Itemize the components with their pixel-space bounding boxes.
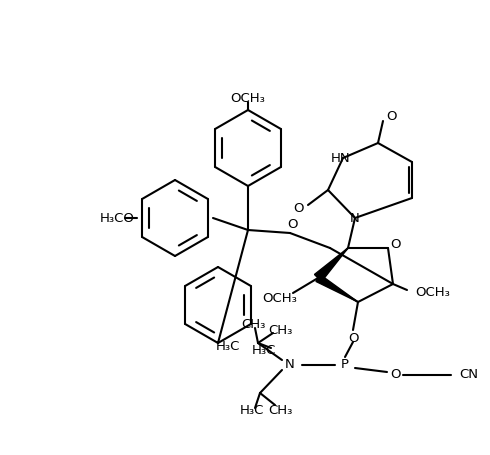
Text: HN: HN [331, 152, 351, 165]
Text: OCH₃: OCH₃ [263, 292, 297, 304]
Text: CH₃: CH₃ [268, 404, 292, 418]
Text: N: N [285, 359, 295, 371]
Text: O: O [390, 238, 400, 252]
Polygon shape [316, 274, 358, 302]
Text: H₃C: H₃C [252, 344, 276, 358]
Text: O: O [348, 332, 358, 344]
Text: O: O [390, 369, 400, 381]
Text: P: P [341, 359, 349, 371]
Text: CH₃: CH₃ [268, 324, 292, 338]
Text: H₃C: H₃C [216, 339, 240, 353]
Text: H₃CO: H₃CO [99, 212, 134, 224]
Text: OCH₃: OCH₃ [416, 285, 450, 298]
Text: O: O [386, 110, 396, 122]
Text: N: N [350, 212, 360, 224]
Text: OCH₃: OCH₃ [231, 91, 266, 105]
Text: H₃C: H₃C [240, 404, 264, 418]
Text: CN: CN [460, 369, 479, 381]
Text: O: O [287, 218, 297, 232]
Text: CH₃: CH₃ [241, 318, 265, 332]
Text: O: O [293, 202, 303, 214]
Polygon shape [315, 248, 348, 282]
